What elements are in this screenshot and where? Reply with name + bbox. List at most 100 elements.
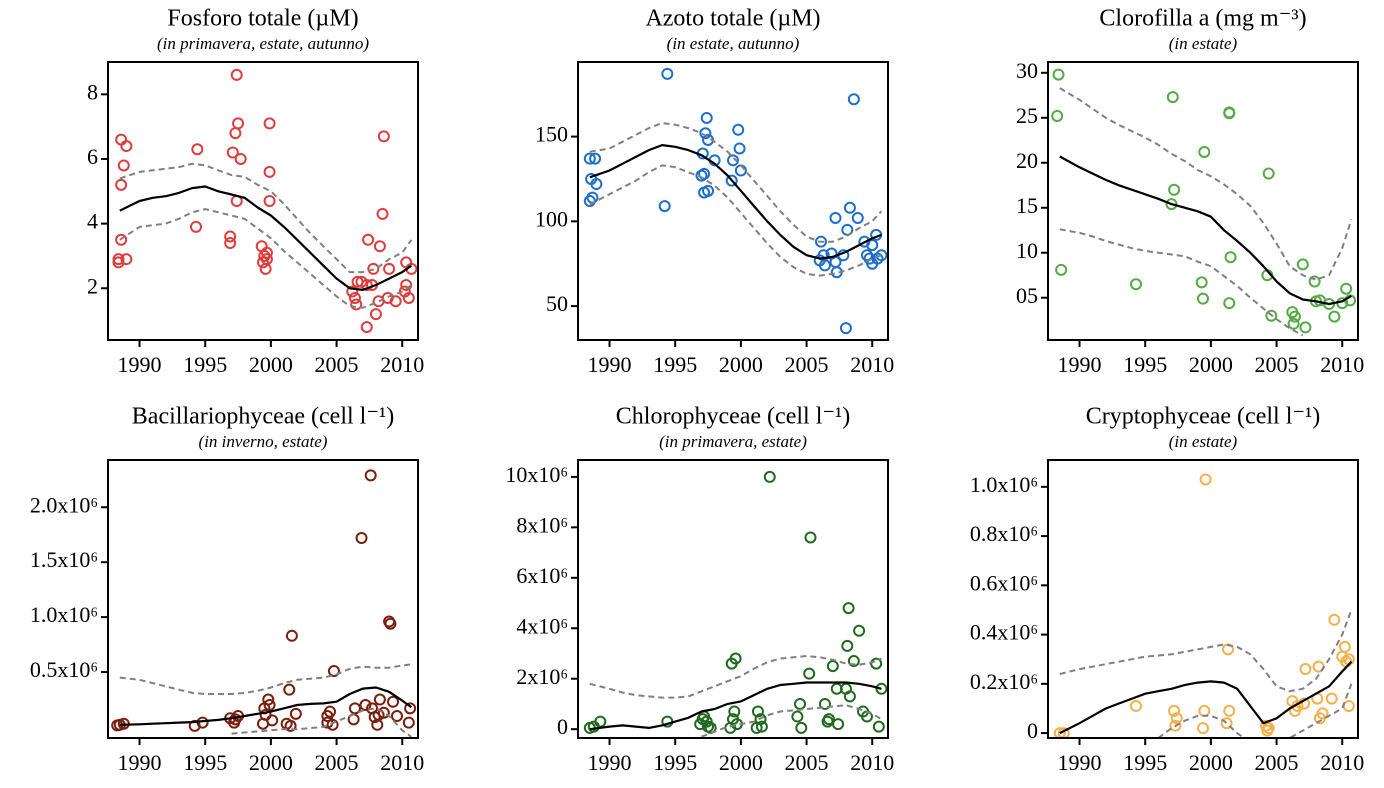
data-point (1220, 717, 1233, 730)
y-tick-label: 10x10⁶ (505, 462, 568, 487)
y-tick-label: 2x10⁶ (516, 664, 568, 689)
data-point (360, 321, 373, 334)
x-tick-label: 1995 (183, 352, 227, 377)
confidence-line (1059, 87, 1353, 281)
data-point (590, 178, 603, 191)
x-tick-label: 2005 (785, 750, 829, 775)
data-point (1288, 310, 1301, 323)
data-point (255, 240, 268, 253)
data-point (323, 705, 336, 718)
x-tick-label: 1990 (118, 352, 162, 377)
trend-line (119, 185, 413, 291)
data-point (289, 707, 302, 720)
data-point (727, 154, 739, 167)
y-tick-label: 50 (546, 291, 568, 316)
data-point (1055, 263, 1068, 276)
y-tick-label: 0 (1027, 718, 1038, 743)
data-point (733, 142, 746, 155)
y-tick-label: 8x10⁶ (516, 512, 568, 537)
data-point (1223, 297, 1236, 310)
data-point (1287, 317, 1300, 330)
data-point (1261, 724, 1274, 737)
plot-area (583, 67, 888, 335)
data-point (1342, 653, 1355, 666)
data-point (1057, 727, 1070, 738)
data-point (866, 257, 879, 270)
data-point (376, 207, 389, 220)
panel: Chlorophyceae (cell l⁻¹) (in primavera, e… (505, 404, 894, 776)
data-point (1340, 282, 1353, 295)
data-point (751, 705, 764, 718)
data-point (875, 682, 888, 695)
data-point (364, 469, 377, 482)
data-point (700, 111, 713, 124)
confidence-line (119, 162, 413, 274)
data-point (263, 117, 276, 130)
data-point (1053, 727, 1066, 738)
data-point (815, 235, 828, 248)
y-tick-label: 4x10⁶ (516, 613, 568, 638)
data-point (842, 602, 855, 615)
data-point (818, 259, 831, 272)
y-tick-label: 25 (1016, 103, 1038, 128)
plot-area (112, 68, 418, 334)
data-point (795, 721, 808, 734)
data-point (821, 715, 834, 728)
plot-area (1053, 473, 1355, 738)
data-point (725, 174, 738, 187)
plot-frame (107, 459, 419, 739)
data-point (1052, 68, 1065, 81)
x-tick-label: 2000 (1189, 750, 1233, 775)
data-point (1316, 707, 1329, 720)
data-point (327, 664, 340, 677)
x-tick-label: 2000 (719, 352, 763, 377)
data-point (1197, 722, 1209, 735)
data-point (283, 683, 296, 696)
data-point (259, 708, 272, 721)
data-point (698, 167, 711, 180)
data-point (829, 211, 842, 224)
x-tick-label: 1990 (588, 352, 632, 377)
x-tick-label: 2010 (380, 750, 424, 775)
y-tick-label: 30 (1016, 58, 1038, 83)
data-point (1165, 198, 1178, 211)
data-point (1051, 109, 1064, 122)
panel-title: Azoto totale (µM) (645, 6, 820, 32)
data-point (1342, 699, 1355, 712)
x-tick-label: 2000 (249, 352, 293, 377)
data-point (661, 67, 674, 80)
y-tick-label: 6 (87, 144, 98, 169)
y-tick-label: 100 (535, 206, 568, 231)
data-point (232, 117, 245, 130)
y-tick-label: 0.4x10⁶ (970, 620, 1038, 645)
data-point (698, 186, 711, 199)
data-point (589, 152, 602, 165)
data-point (1299, 663, 1312, 676)
panel: Azoto totale (µM) (in estate, autunno) 199… (535, 6, 894, 378)
plot-area (111, 469, 417, 738)
panel: Bacillariophyceae (cell l⁻¹) (in inverno,… (30, 404, 424, 776)
data-point (377, 130, 390, 143)
confidence-line (1059, 228, 1304, 337)
data-point (120, 253, 133, 266)
x-tick-label: 1990 (118, 750, 162, 775)
data-point (1198, 145, 1211, 158)
data-point (1198, 704, 1211, 717)
plot-frame (107, 61, 419, 341)
data-point (369, 308, 382, 321)
confidence-line (1059, 609, 1353, 693)
panel-subtitle: (in inverno, estate) (199, 432, 328, 451)
x-tick-label: 1995 (1123, 750, 1167, 775)
data-point (350, 298, 363, 311)
x-tick-label: 2005 (315, 750, 359, 775)
plot-frame (577, 61, 889, 341)
data-point (234, 152, 247, 165)
data-point (1260, 719, 1273, 732)
data-point (843, 201, 856, 214)
confidence-line (701, 704, 882, 738)
data-point (284, 719, 297, 732)
data-point (699, 127, 712, 140)
panel-title: Fosforo totale (µM) (167, 6, 358, 32)
data-point (1265, 309, 1278, 322)
confidence-line (119, 208, 412, 309)
